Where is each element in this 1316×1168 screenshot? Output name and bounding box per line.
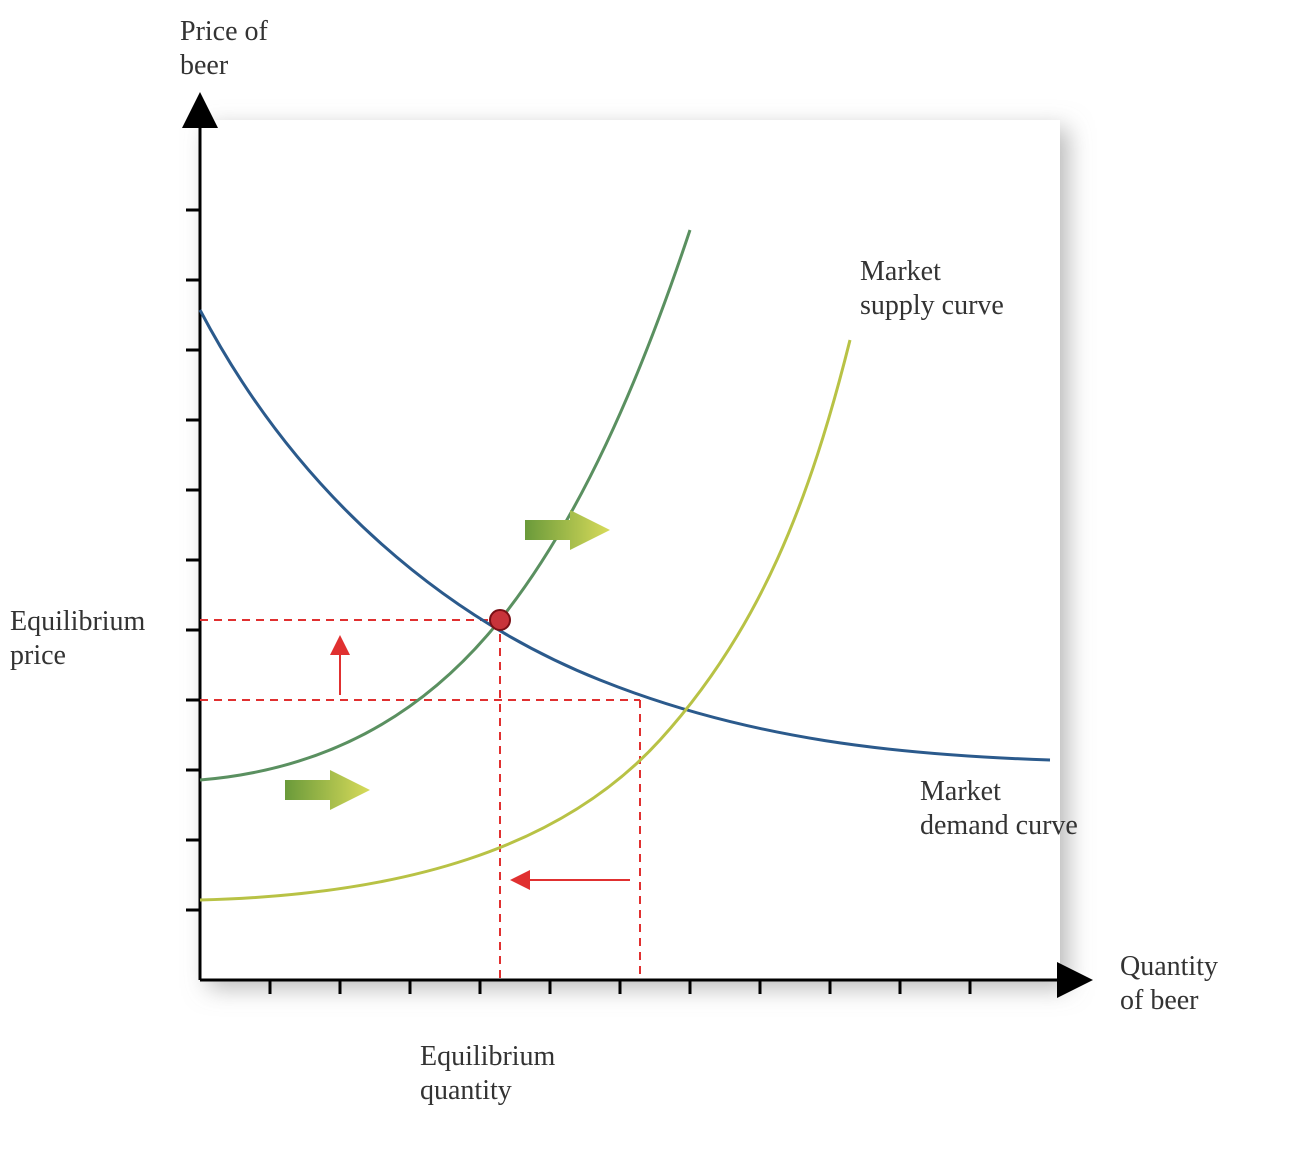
eq-qty-label-line2: quantity	[420, 1075, 512, 1106]
eq-qty-label-line1: Equilibrium	[420, 1041, 556, 1072]
y-ticks	[186, 210, 200, 910]
x-axis-label-line1: Quantity	[1120, 951, 1218, 982]
x-axis-label: Quantity of beer	[1120, 951, 1225, 1016]
equilibrium-point	[490, 610, 510, 630]
chart-svg: Price of beer Quantity of beer Market su…	[0, 0, 1316, 1168]
supply-label-line2: supply curve	[860, 290, 1004, 321]
supply-demand-chart: Price of beer Quantity of beer Market su…	[0, 0, 1316, 1168]
plot-background	[200, 120, 1060, 980]
eq-qty-label: Equilibrium quantity	[420, 1041, 562, 1106]
eq-price-label-line1: Equilibrium	[10, 606, 146, 637]
y-axis-label-line1: Price of	[180, 16, 269, 47]
eq-price-label-line2: price	[10, 640, 66, 671]
supply-label-line1: Market	[860, 256, 941, 287]
y-axis-label: Price of beer	[180, 16, 275, 81]
y-axis-label-line2: beer	[180, 50, 229, 81]
demand-label-line1: Market	[920, 776, 1001, 807]
eq-price-label: Equilibrium price	[10, 606, 152, 671]
demand-label-line2: demand curve	[920, 810, 1078, 841]
x-axis-label-line2: of beer	[1120, 985, 1199, 1016]
x-ticks	[270, 980, 970, 994]
